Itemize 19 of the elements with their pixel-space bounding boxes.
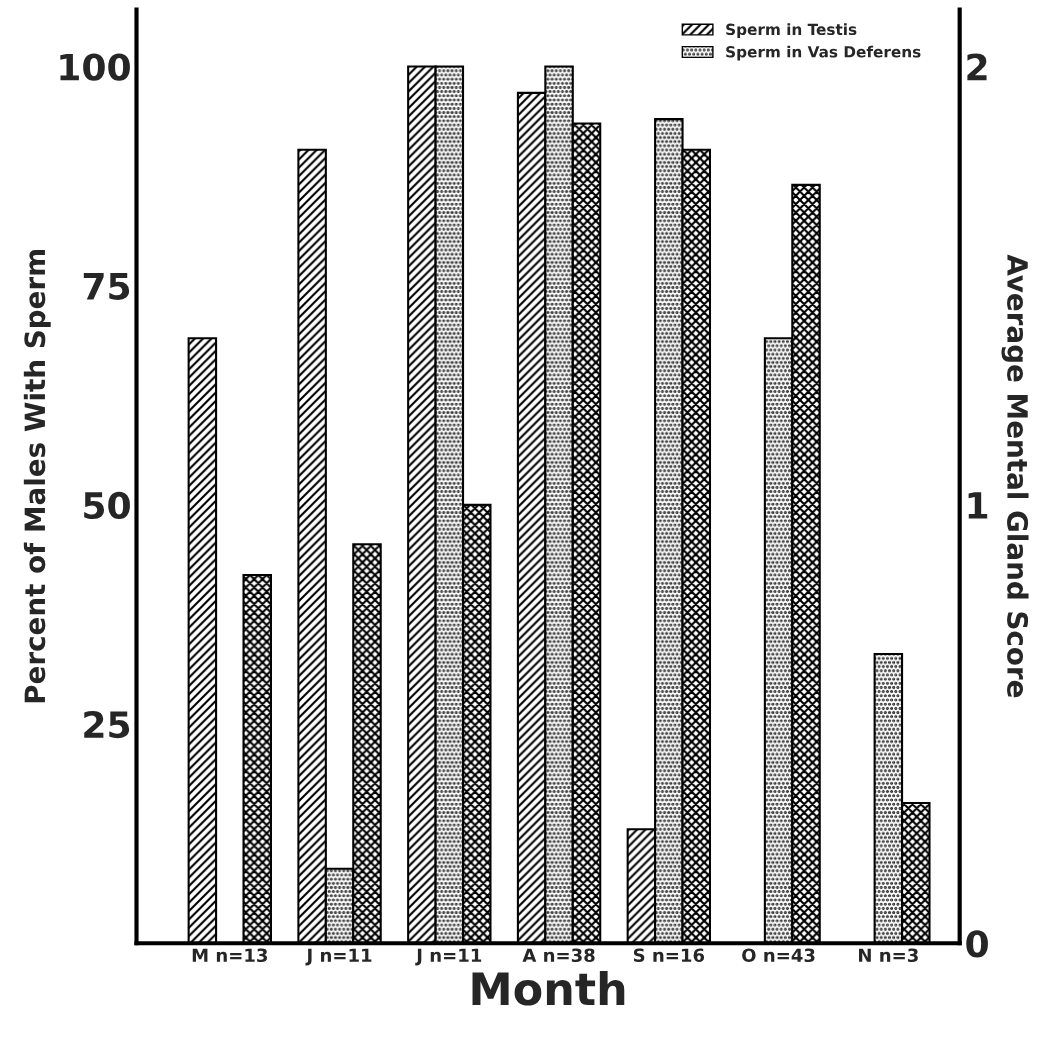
y-tick-label: 75 xyxy=(83,273,130,300)
y-axis-title: Percent of Males With Sperm xyxy=(23,250,51,703)
x-tick-label: M n=13 xyxy=(192,948,268,963)
x-tick-label: O n=43 xyxy=(742,948,815,963)
y-tick-label: 50 xyxy=(84,491,130,520)
y-tick-label: 100 xyxy=(60,53,130,81)
x-tick-label: J n=11 xyxy=(415,948,482,966)
legend-label: Sperm in Testis xyxy=(726,23,857,39)
y2-tick-label: 2 xyxy=(967,53,987,81)
y2-axis-title: Average Mental Gland Score xyxy=(1001,254,1029,698)
legend-label: Sperm in Vas Deferens xyxy=(726,45,921,61)
x-axis-title: Month xyxy=(472,971,625,1006)
y2-tick-label: 1 xyxy=(968,492,988,519)
x-tick-label: A n=38 xyxy=(522,948,595,963)
x-tick-label: S n=16 xyxy=(633,948,705,963)
x-tick-label: N n=3 xyxy=(859,948,918,963)
x-tick-label: J n=11 xyxy=(305,948,372,966)
y2-tick-label: 0 xyxy=(966,930,988,958)
y-tick-label: 25 xyxy=(84,710,130,739)
